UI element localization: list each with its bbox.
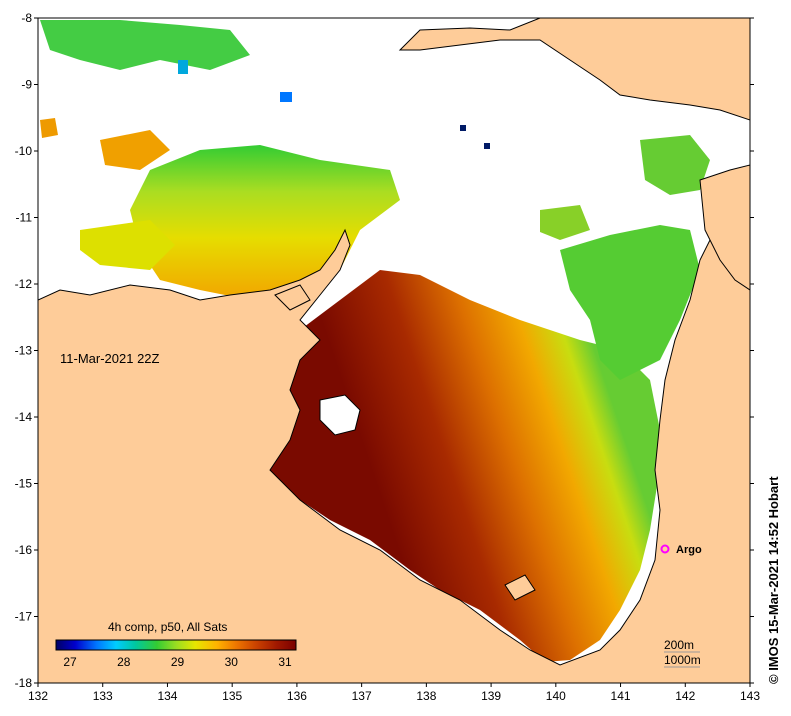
land-mass [38, 194, 750, 683]
sst-green-northeast [640, 135, 710, 195]
legend-title: 4h comp, p50, All Sats [108, 620, 227, 634]
latitude-tick-label: -10 [15, 144, 33, 158]
longitude-tick-label: 141 [611, 689, 631, 703]
latitude-tick-label: -13 [15, 344, 33, 358]
longitude-tick-label: 134 [157, 689, 177, 703]
longitude-tick-label: 137 [352, 689, 372, 703]
east-land [699, 164, 750, 291]
argo-marker: Argo [660, 544, 702, 556]
argo-marker-icon [660, 544, 670, 554]
latitude-axis: -8 -9 -10 -11 -12 -13 -14 -15 -16 -17 -18 [15, 11, 754, 690]
legend-tick-label: 29 [171, 655, 185, 669]
longitude-tick-label: 140 [546, 689, 566, 703]
sst-blue-speck [178, 60, 188, 74]
contour-legend: 200m 1000m [664, 638, 701, 668]
legend-colorbar [55, 639, 297, 651]
latitude-tick-label: -12 [15, 277, 33, 291]
argo-label: Argo [676, 544, 702, 556]
longitude-tick-label: 138 [416, 689, 436, 703]
island-south [504, 574, 536, 601]
no-data-speck [460, 125, 466, 131]
latitude-tick-label: -18 [15, 676, 33, 690]
sst-blue-speck [280, 92, 292, 102]
latitude-tick-label: -11 [16, 211, 33, 225]
timestamp-label: 11-Mar-2021 22Z [60, 351, 160, 366]
groote-eylandt [319, 394, 361, 436]
latitude-tick-label: -15 [15, 477, 33, 491]
longitude-tick-label: 133 [93, 689, 113, 703]
credit-text: © IMOS 15-Mar-2021 14:52 Hobart [766, 476, 781, 684]
sst-orange-coast-west [100, 130, 170, 170]
contour-label-1000m: 1000m [664, 653, 701, 667]
sst-orange-west [40, 118, 58, 138]
sst-green-patch [540, 205, 590, 240]
sst-green-east [560, 225, 700, 380]
legend-tick-label: 30 [225, 655, 239, 669]
latitude-tick-label: -16 [15, 543, 33, 557]
latitude-tick-label: -9 [21, 78, 32, 92]
legend-tick-label: 27 [63, 655, 77, 669]
longitude-tick-label: 139 [481, 689, 501, 703]
new-guinea-coast [398, 18, 750, 121]
latitude-tick-label: -17 [15, 610, 33, 624]
longitude-tick-label: 132 [28, 689, 48, 703]
longitude-tick-label: 136 [287, 689, 307, 703]
sst-northwest-yellow [80, 220, 175, 270]
longitude-tick-label: 143 [740, 689, 760, 703]
color-legend: 4h comp, p50, All Sats 27 28 29 30 31 [55, 620, 297, 669]
longitude-axis: 132 133 134 135 136 137 138 139 140 141 142 143 [28, 683, 760, 703]
contour-label-200m: 200m [664, 638, 694, 652]
legend-tick-label: 28 [117, 655, 131, 669]
sst-green-northwest [40, 20, 250, 70]
latitude-tick-label: -8 [21, 11, 32, 25]
no-data-speck [484, 143, 490, 149]
island-west [274, 284, 311, 311]
longitude-tick-label: 135 [222, 689, 242, 703]
longitude-tick-label: 142 [675, 689, 695, 703]
latitude-tick-label: -14 [15, 410, 33, 424]
legend-tick-label: 31 [278, 655, 292, 669]
sst-gulf-field [265, 270, 660, 662]
